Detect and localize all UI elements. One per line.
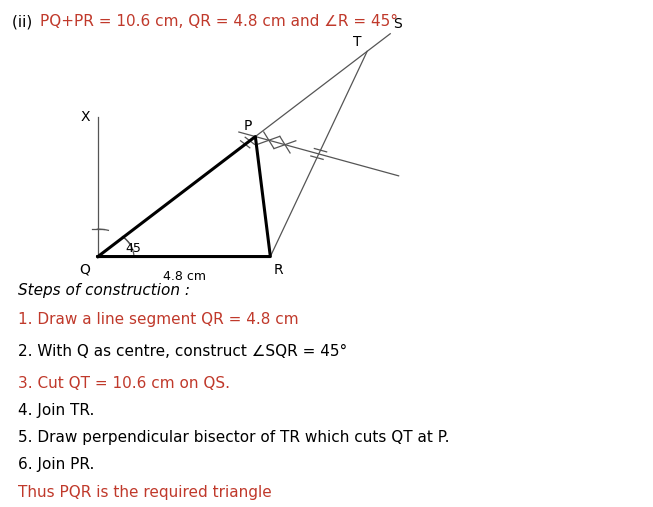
Text: PQ+PR = 10.6 cm, QR = 4.8 cm and ∠R = 45°: PQ+PR = 10.6 cm, QR = 4.8 cm and ∠R = 45…	[40, 14, 398, 29]
Text: 5. Draw perpendicular bisector of TR which cuts QT at P.: 5. Draw perpendicular bisector of TR whi…	[18, 430, 450, 445]
Text: Thus PQR is the required triangle: Thus PQR is the required triangle	[18, 485, 272, 500]
Text: 4.8 cm: 4.8 cm	[163, 270, 206, 283]
Text: 4. Join TR.: 4. Join TR.	[18, 403, 95, 418]
Text: Steps of construction :: Steps of construction :	[18, 283, 190, 298]
Text: 2. With Q as centre, construct ∠SQR = 45°: 2. With Q as centre, construct ∠SQR = 45…	[18, 344, 347, 359]
Text: R: R	[274, 263, 283, 276]
Text: (ii): (ii)	[12, 14, 37, 29]
Text: 6. Join PR.: 6. Join PR.	[18, 457, 95, 473]
Text: T: T	[353, 35, 362, 49]
Text: 3. Cut QT = 10.6 cm on QS.: 3. Cut QT = 10.6 cm on QS.	[18, 376, 231, 391]
Text: 45: 45	[125, 241, 141, 255]
Text: X: X	[80, 110, 90, 124]
Text: S: S	[394, 17, 402, 31]
Text: 1. Draw a line segment QR = 4.8 cm: 1. Draw a line segment QR = 4.8 cm	[18, 312, 299, 327]
Text: P: P	[244, 119, 252, 132]
Text: Q: Q	[79, 263, 90, 276]
